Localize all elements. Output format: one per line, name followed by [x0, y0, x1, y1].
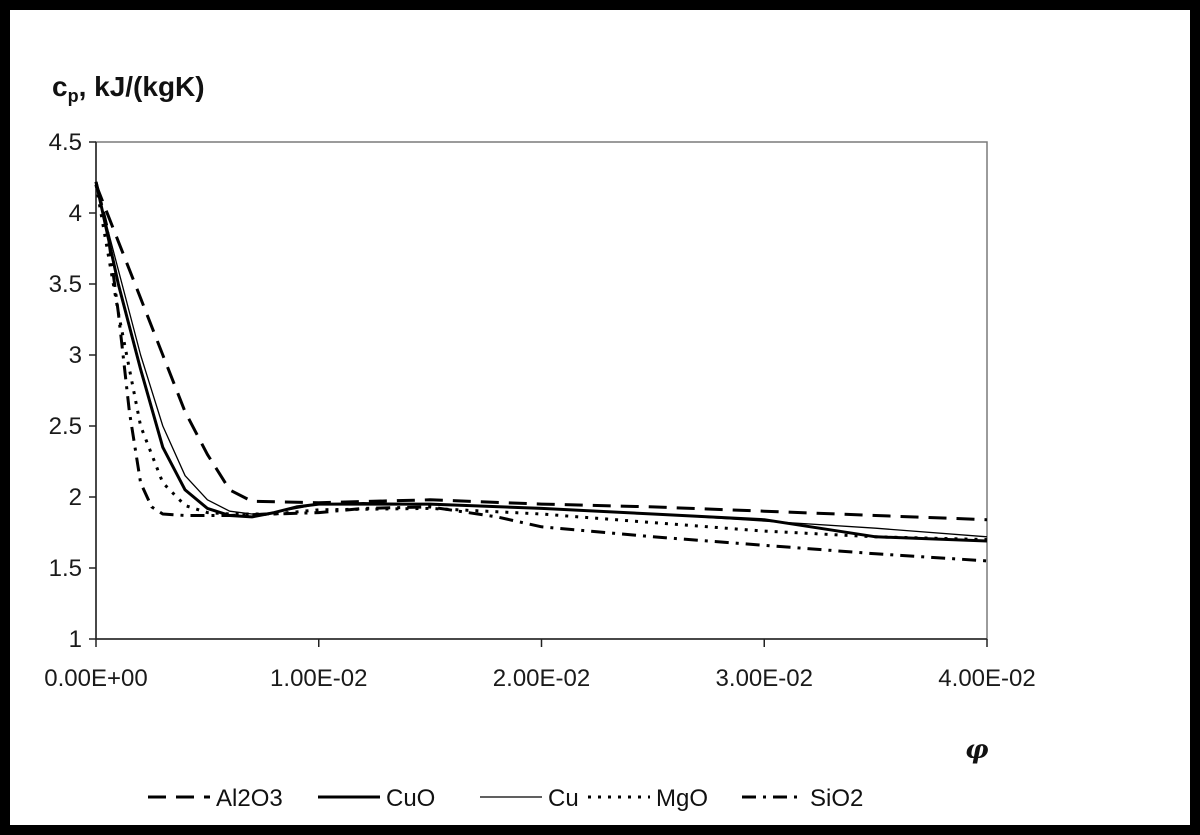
y-tick-label: 4	[69, 200, 82, 227]
legend-label-mgo: MgO	[656, 785, 708, 812]
y-tick-label: 3	[69, 342, 82, 369]
x-tick-label: 0.00E+00	[44, 665, 147, 692]
y-tick-label: 2	[69, 484, 82, 511]
y-axis-label-main: c	[52, 71, 68, 102]
y-tick-label: 1	[69, 626, 82, 653]
x-tick-label: 3.00E-02	[716, 665, 813, 692]
x-tick-label: 1.00E-02	[270, 665, 367, 692]
chart-frame: cp, kJ/(kgK) φ 1 1.5 2 2.5 3 3.5 4 4.5 0.00E+00 1…	[10, 10, 1190, 825]
series-line-sio2	[94, 181, 988, 563]
y-axis-label: cp, kJ/(kgK)	[52, 71, 205, 106]
series-line-al2o3	[94, 184, 988, 522]
line-chart: cp, kJ/(kgK) φ 1 1.5 2 2.5 3 3.5 4 4.5 0.00E+00 1…	[44, 71, 1035, 812]
x-tick-label: 4.00E-02	[938, 665, 1035, 692]
series-line-cuo	[94, 181, 988, 543]
series-line-mgo	[94, 184, 988, 542]
legend-label-sio2: SiO2	[810, 785, 863, 812]
legend-label-cuo: CuO	[386, 785, 435, 812]
y-tick-label: 4.5	[49, 129, 82, 156]
plot-area	[95, 141, 988, 640]
y-tick-label: 1.5	[49, 555, 82, 582]
x-tick-label: 2.00E-02	[493, 665, 590, 692]
series-line-cu	[95, 184, 988, 538]
legend-label-al2o3: Al2O3	[216, 785, 283, 812]
x-axis-label: φ	[965, 735, 989, 765]
legend-label-cu: Cu	[548, 785, 579, 812]
y-tick-label: 3.5	[49, 271, 82, 298]
y-axis-label-subscript: p	[68, 86, 79, 106]
y-tick-label: 2.5	[49, 413, 82, 440]
y-axis-label-rest: , kJ/(kgK)	[79, 71, 205, 102]
